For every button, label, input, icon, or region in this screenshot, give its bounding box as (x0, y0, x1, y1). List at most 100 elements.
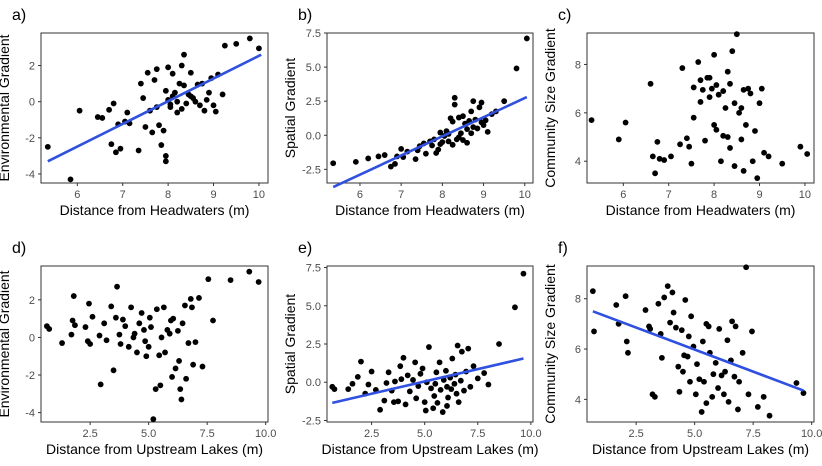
data-point (625, 349, 631, 356)
data-point (256, 45, 262, 52)
data-point (713, 126, 720, 133)
y-tick-label: 0 (29, 97, 35, 109)
y-tick-label: 0.0 (306, 377, 321, 389)
x-tick-label: 2.5 (364, 428, 379, 440)
data-point (694, 361, 700, 368)
data-point (669, 289, 676, 296)
data-point (722, 368, 728, 375)
data-point (203, 96, 210, 103)
data-point (454, 342, 461, 349)
data-point (437, 129, 444, 136)
data-point (375, 153, 382, 160)
data-point (739, 349, 746, 356)
data-point (158, 334, 165, 341)
y-axis-title: Environmental Gradient (0, 270, 12, 417)
x-tick-label: 10 (519, 189, 531, 201)
data-point (465, 345, 472, 352)
data-point (698, 409, 705, 415)
y-axis-title: Community Size Gradient (542, 28, 558, 188)
x-tick-label: 7 (120, 189, 126, 201)
data-point (402, 401, 409, 408)
y-tick-label: 4 (575, 156, 581, 168)
data-point (622, 293, 629, 300)
x-axis-title: Distance from Headwaters (m) (606, 202, 796, 218)
data-point (221, 42, 228, 49)
data-point (410, 377, 416, 383)
data-point (181, 82, 187, 89)
data-point (696, 376, 703, 383)
data-point (706, 94, 713, 101)
data-point (428, 385, 434, 392)
data-point (724, 134, 731, 140)
data-point (754, 404, 761, 410)
data-point (392, 378, 398, 385)
data-point (205, 276, 212, 283)
x-tick-label: 2.5 (82, 428, 97, 440)
data-point (125, 343, 132, 350)
data-point (434, 399, 441, 406)
data-point (448, 386, 455, 393)
data-point (166, 330, 173, 337)
data-point (197, 102, 203, 109)
x-tick-label: 9 (210, 189, 216, 201)
data-point (747, 90, 754, 97)
data-point (709, 393, 716, 400)
data-point (148, 324, 154, 330)
data-point (690, 84, 697, 91)
data-point (731, 100, 738, 107)
data-point (736, 109, 742, 116)
data-point (381, 397, 388, 404)
plot-frame (586, 32, 815, 184)
y-axis-title: Spatial Gradient (282, 58, 298, 159)
data-point (145, 343, 152, 350)
data-point (106, 106, 112, 113)
data-point (72, 322, 78, 329)
data-point (724, 68, 731, 75)
data-point (721, 391, 727, 398)
data-point (140, 95, 147, 101)
plot-frame (40, 265, 269, 423)
data-point (457, 377, 464, 384)
y-tick-label: 5.0 (306, 62, 321, 74)
data-point (675, 363, 682, 370)
plot-frame (326, 265, 534, 423)
trend-line (332, 357, 524, 405)
y-tick-label: 5.0 (306, 301, 321, 313)
data-point (474, 125, 481, 132)
data-point (695, 59, 702, 65)
x-tick-label: 2.5 (628, 428, 643, 440)
data-point (135, 147, 142, 154)
data-point (449, 141, 456, 148)
x-tick-label: 10.0 (255, 428, 276, 440)
data-point (735, 406, 741, 413)
data-point (444, 403, 450, 409)
data-point (422, 150, 429, 157)
data-point (451, 94, 458, 101)
panel-label: a) (12, 7, 26, 24)
data-point (765, 153, 772, 160)
data-point (174, 98, 181, 105)
data-point (178, 396, 185, 403)
data-point (591, 328, 597, 335)
data-point (724, 337, 731, 344)
data-point (589, 288, 596, 295)
data-point (520, 270, 527, 277)
data-point (110, 367, 117, 374)
data-point (176, 80, 183, 87)
data-point (688, 160, 695, 167)
data-point (130, 334, 137, 341)
data-point (680, 368, 686, 375)
data-point (365, 155, 372, 162)
data-point (76, 107, 83, 114)
y-tick-label: 8 (575, 294, 581, 306)
plot-frame (326, 32, 534, 184)
data-point (426, 344, 432, 350)
x-tick-label: 8 (711, 189, 717, 201)
data-point (439, 409, 446, 415)
data-point (652, 170, 658, 177)
x-axis-title: Distance from Headwaters (m) (60, 202, 250, 218)
data-point (682, 297, 689, 303)
data-point (758, 85, 765, 92)
data-point (385, 369, 392, 376)
data-point (654, 138, 661, 145)
